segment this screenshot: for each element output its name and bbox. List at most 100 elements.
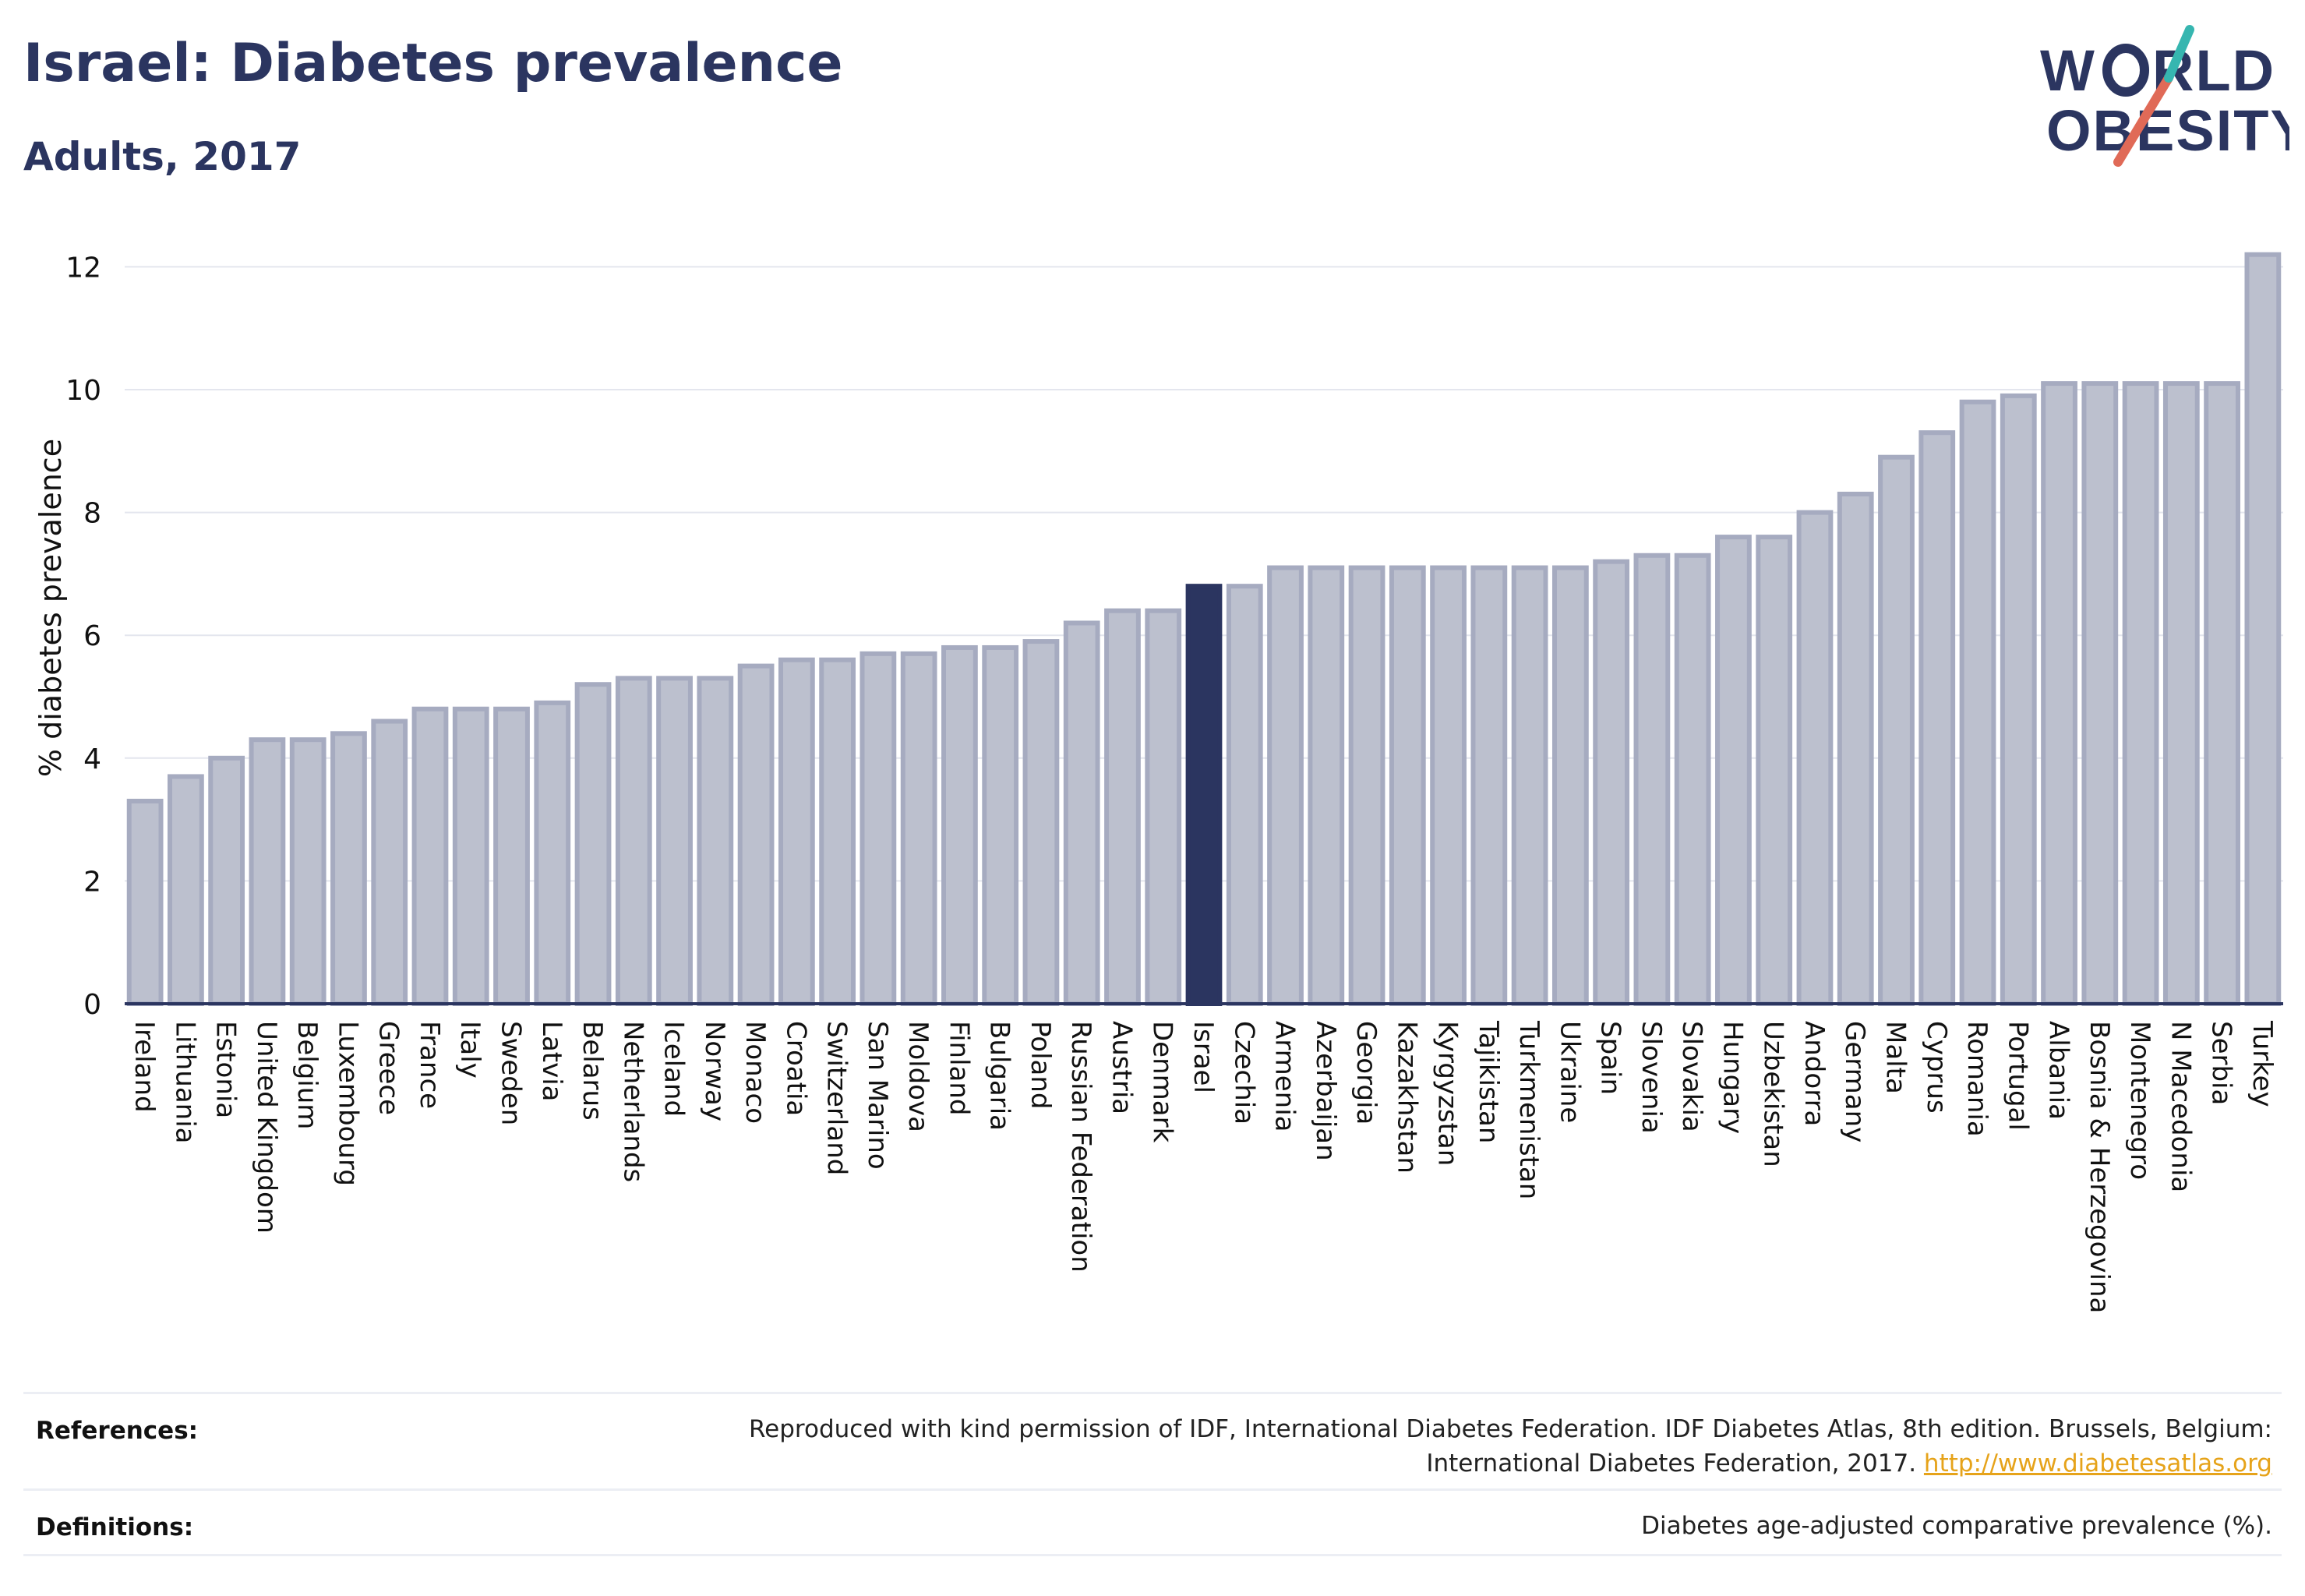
bar-france bbox=[411, 706, 449, 1006]
x-tick-label: Malta bbox=[1880, 1021, 1911, 1094]
x-tick-label: Latvia bbox=[536, 1021, 567, 1102]
bar-serbia bbox=[2204, 381, 2240, 1006]
bar-san-marino bbox=[860, 651, 897, 1007]
y-tick-label: 2 bbox=[83, 866, 101, 898]
bar-n-macedonia bbox=[2162, 381, 2200, 1006]
references-line-2-text: International Diabetes Federation, 2017. bbox=[1426, 1449, 1917, 1478]
x-tick-label: Lithuania bbox=[169, 1021, 200, 1143]
x-tick-label: Sweden bbox=[496, 1021, 527, 1125]
bar-belarus bbox=[574, 682, 612, 1006]
x-tick-label: Albania bbox=[2043, 1021, 2074, 1120]
bar-switzerland bbox=[819, 657, 856, 1006]
bar-ireland bbox=[126, 798, 164, 1006]
x-tick-label: Turkey bbox=[2247, 1020, 2278, 1107]
x-tick-label: Portugal bbox=[2002, 1021, 2033, 1131]
x-tick-label: Austria bbox=[1106, 1021, 1137, 1114]
x-tick-label: Turkmenistan bbox=[1513, 1020, 1544, 1199]
x-tick-label: Belarus bbox=[577, 1021, 608, 1121]
diabetes-atlas-link[interactable]: http://www.diabetesatlas.org bbox=[1923, 1449, 2272, 1478]
bar-united-kingdom bbox=[249, 737, 286, 1006]
bar-uzbekistan bbox=[1756, 535, 1793, 1006]
x-tick-label: Serbia bbox=[2206, 1021, 2237, 1105]
x-tick-label: Estonia bbox=[210, 1021, 242, 1118]
bar-georgia bbox=[1348, 565, 1385, 1006]
bar-finland bbox=[941, 644, 978, 1007]
bar-malta bbox=[1878, 454, 1915, 1006]
x-tick-label: Azerbaijan bbox=[1310, 1021, 1341, 1161]
y-tick-label: 4 bbox=[83, 743, 101, 775]
bar-netherlands bbox=[615, 676, 652, 1006]
bar-monaco bbox=[737, 663, 775, 1006]
bar-albania bbox=[2041, 381, 2077, 1006]
x-tick-label: Norway bbox=[699, 1021, 730, 1121]
bar-turkey bbox=[2244, 252, 2282, 1006]
x-tick-label: Andorra bbox=[1798, 1021, 1830, 1126]
x-tick-label: Germany bbox=[1839, 1021, 1870, 1142]
bar-portugal bbox=[2000, 393, 2037, 1006]
bar-romania bbox=[1959, 399, 1996, 1006]
bar-ukraine bbox=[1551, 565, 1589, 1006]
x-tick-label: Poland bbox=[1025, 1021, 1056, 1110]
divider bbox=[23, 1488, 2282, 1491]
x-tick-label: San Marino bbox=[862, 1021, 893, 1170]
bar-spain bbox=[1593, 559, 1630, 1006]
bar-italy bbox=[452, 706, 489, 1006]
bar-hungary bbox=[1715, 535, 1752, 1006]
bar-russian-federation bbox=[1063, 620, 1100, 1006]
x-tick-label: Ireland bbox=[129, 1021, 160, 1113]
bar-sweden bbox=[493, 706, 530, 1006]
y-tick-label: 8 bbox=[83, 498, 101, 530]
y-axis-ticks: 0 2 4 6 8 10 12 bbox=[65, 252, 101, 1021]
y-tick-label: 6 bbox=[83, 620, 101, 652]
bar-azerbaijan bbox=[1308, 565, 1345, 1006]
x-tick-label: Ukraine bbox=[1554, 1021, 1585, 1123]
x-tick-label: Bulgaria bbox=[984, 1021, 1015, 1131]
x-tick-label: Montenegro bbox=[2124, 1021, 2155, 1180]
x-tick-label: Switzerland bbox=[821, 1021, 852, 1175]
bar-iceland bbox=[656, 676, 693, 1006]
bar-lithuania bbox=[168, 774, 204, 1006]
bar-chart: 0 2 4 6 8 10 12 Ireland Lithuania Estonia United … bbox=[34, 252, 2283, 1313]
definitions-label: Definitions: bbox=[36, 1513, 194, 1541]
divider bbox=[23, 1554, 2282, 1556]
x-tick-label: Moldova bbox=[902, 1021, 934, 1132]
references-label: References: bbox=[36, 1417, 199, 1445]
x-tick-label: Russian Federation bbox=[1065, 1021, 1096, 1273]
chart-title: Israel: Diabetes prevalence bbox=[23, 33, 843, 94]
bar-kazakhstan bbox=[1389, 565, 1426, 1006]
bar-greece bbox=[371, 719, 408, 1007]
bar-montenegro bbox=[2122, 381, 2159, 1006]
x-tick-label: Czechia bbox=[1228, 1021, 1259, 1125]
x-tick-label: Israel bbox=[1188, 1021, 1219, 1093]
x-tick-label: Greece bbox=[373, 1021, 404, 1115]
x-tick-label: Netherlands bbox=[617, 1021, 648, 1182]
x-tick-label: Kyrgyzstan bbox=[1432, 1021, 1463, 1166]
x-tick-label: Romania bbox=[1961, 1021, 1993, 1137]
x-tick-label: Slovenia bbox=[1636, 1021, 1667, 1134]
bar-luxembourg bbox=[330, 731, 367, 1007]
svg-text:OBESITY: OBESITY bbox=[2046, 98, 2289, 163]
bar-poland bbox=[1022, 639, 1060, 1007]
x-tick-label: Uzbekistan bbox=[1758, 1021, 1789, 1167]
x-tick-label: Spain bbox=[1595, 1021, 1626, 1095]
x-tick-label: Finland bbox=[943, 1021, 974, 1116]
bar-armenia bbox=[1267, 565, 1304, 1006]
references-line-2: International Diabetes Federation, 2017.… bbox=[749, 1446, 2272, 1481]
y-tick-label: 10 bbox=[65, 375, 101, 407]
x-tick-label: N Macedonia bbox=[2165, 1021, 2196, 1192]
bar-czechia bbox=[1226, 584, 1263, 1006]
x-tick-label: Belgium bbox=[291, 1021, 323, 1129]
bar-tajikistan bbox=[1470, 565, 1508, 1006]
x-tick-label: Luxembourg bbox=[332, 1021, 363, 1186]
x-tick-label: Croatia bbox=[780, 1021, 811, 1116]
bar-germany bbox=[1837, 491, 1874, 1006]
y-tick-label: 12 bbox=[65, 252, 101, 284]
chart-subtitle: Adults, 2017 bbox=[23, 134, 302, 179]
y-axis-label: % diabetes prevalence bbox=[34, 439, 68, 777]
x-tick-label: Cyprus bbox=[1921, 1021, 1952, 1114]
bar-bosnia-herzegovina bbox=[2081, 381, 2119, 1006]
bar-cyprus bbox=[1918, 430, 1956, 1006]
bar-denmark bbox=[1145, 608, 1182, 1006]
x-tick-label: Monaco bbox=[740, 1021, 771, 1124]
y-tick-label: 0 bbox=[83, 989, 101, 1021]
